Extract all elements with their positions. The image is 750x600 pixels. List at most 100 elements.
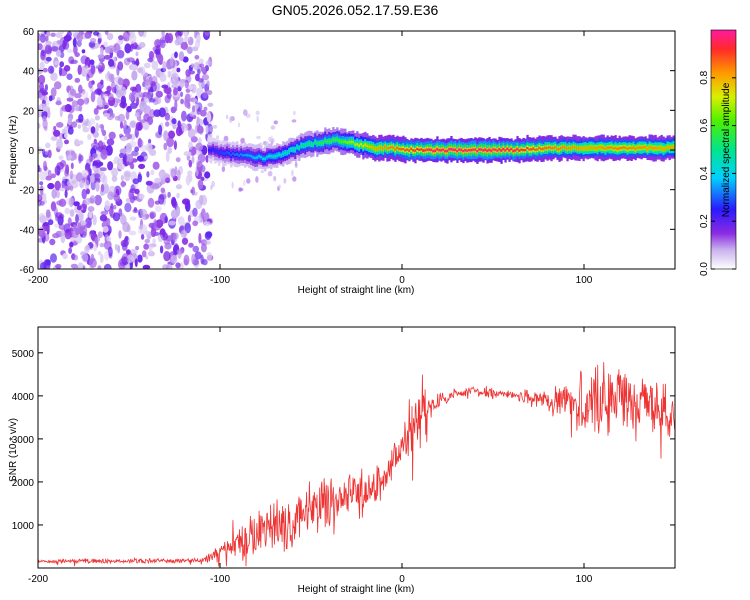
noise-blob [204, 31, 211, 37]
noise-blob [39, 82, 44, 92]
noise-blob [185, 201, 191, 212]
noise-blob [167, 70, 171, 78]
noise-blob [155, 219, 164, 229]
noise-blob [154, 177, 162, 183]
ridge-cell [404, 149, 407, 152]
ridge-cell [256, 156, 259, 159]
ridge-cell [438, 149, 441, 152]
ridge-cell [568, 146, 571, 149]
noise-blob [149, 212, 155, 220]
noise-blob [291, 169, 294, 177]
noise-blob [78, 140, 84, 145]
noise-blob [158, 194, 165, 205]
noise-blob [74, 52, 80, 58]
noise-blob [120, 86, 127, 97]
ridge-cell [576, 147, 579, 150]
noise-blob [138, 42, 146, 48]
noise-blob [70, 59, 78, 64]
ridge-cell [242, 154, 245, 157]
ridge-cell [590, 146, 593, 149]
noise-blob [122, 221, 130, 233]
ridge-cell [292, 148, 295, 151]
noise-blob [206, 80, 210, 87]
ridge-cell [434, 149, 437, 152]
noise-blob [50, 87, 57, 97]
noise-blob [205, 60, 212, 66]
ridge-cell [550, 146, 553, 150]
noise-blob [185, 174, 191, 186]
ridge-cell [344, 140, 347, 143]
noise-blob [162, 264, 170, 269]
noise-blob [69, 241, 74, 248]
ridge-cell [662, 147, 665, 151]
noise-blob [90, 174, 95, 183]
noise-blob [111, 175, 118, 182]
ridge-cell [474, 148, 477, 151]
ridge-cell [640, 146, 643, 149]
noise-blob [206, 111, 212, 123]
ridge-cell [360, 143, 363, 146]
ridge-cell [636, 146, 639, 149]
noise-blob [95, 142, 100, 150]
ridge-cell [244, 154, 247, 157]
noise-blob [129, 120, 138, 129]
noise-blob [97, 65, 103, 74]
noise-blob [150, 81, 156, 87]
noise-blob [135, 51, 139, 57]
noise-blob [70, 88, 77, 97]
noise-blob [69, 185, 74, 191]
ridge-cell [388, 146, 391, 149]
noise-blob [87, 133, 92, 141]
ridge-cell [436, 148, 439, 151]
noise-blob [255, 176, 259, 183]
noise-blob [167, 191, 171, 198]
noise-blob [120, 239, 129, 248]
ridge-cell [432, 149, 435, 153]
noise-blob [39, 200, 45, 206]
ridge-cell [428, 148, 431, 151]
ridge-cell [376, 147, 379, 151]
noise-blob [194, 103, 199, 110]
noise-blob [295, 160, 297, 167]
noise-blob [115, 84, 122, 91]
colorbar-tick-label: 0.0 [699, 262, 710, 276]
ridge-cell [560, 146, 563, 150]
ridge-cell [562, 145, 565, 149]
noise-blob [200, 66, 206, 73]
noise-blob [41, 90, 48, 96]
noise-blob [153, 219, 158, 230]
ridge-cell [262, 157, 265, 160]
noise-blob [66, 73, 73, 80]
ridge-cell [486, 149, 489, 153]
noise-blob [73, 254, 79, 261]
x-tick-label: 100 [576, 574, 593, 585]
noise-blob [181, 237, 189, 245]
noise-blob [118, 35, 124, 41]
ridge-cell [664, 147, 667, 150]
ridge-cell [556, 148, 559, 151]
snr-marks [38, 362, 675, 567]
noise-blob [184, 222, 191, 234]
noise-blob [194, 55, 200, 60]
ridge-cell [332, 138, 335, 141]
noise-blob [141, 250, 147, 258]
noise-blob [107, 191, 115, 201]
noise-blob [94, 194, 102, 206]
ridge-cell [470, 148, 473, 152]
noise-blob [41, 49, 47, 57]
noise-blob [194, 31, 198, 39]
noise-blob [112, 43, 121, 54]
noise-blob [97, 38, 102, 45]
ridge-cell [544, 146, 547, 150]
noise-blob [56, 99, 61, 106]
ridge-cell [482, 149, 485, 152]
noise-blob [72, 37, 77, 48]
noise-blob [177, 31, 183, 37]
noise-blob [177, 80, 186, 87]
noise-blob [134, 188, 140, 195]
ridge-cell [492, 148, 495, 151]
noise-blob [45, 31, 51, 37]
ridge-cell [218, 151, 221, 155]
noise-blob [48, 219, 54, 226]
ridge-cell [670, 146, 673, 150]
